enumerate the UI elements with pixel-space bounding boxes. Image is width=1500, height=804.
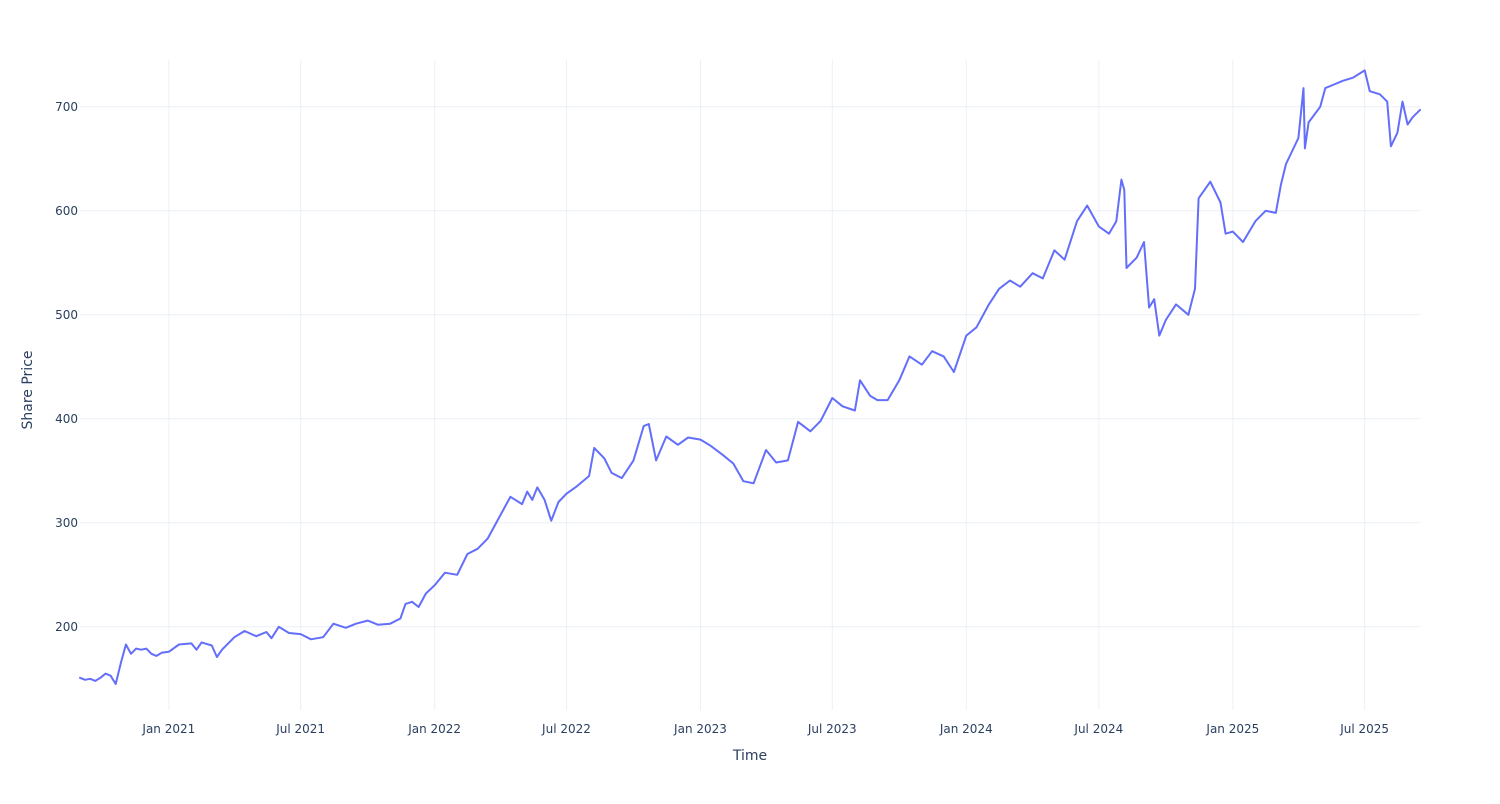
y-tick-label: 600: [55, 204, 78, 218]
y-tick-label: 700: [55, 100, 78, 114]
x-axis-title: Time: [732, 748, 767, 764]
x-tick-label: Jan 2024: [939, 722, 993, 736]
x-tick-label: Jan 2021: [141, 722, 195, 736]
x-tick-label: Jul 2022: [541, 722, 591, 736]
x-tick-label: Jul 2025: [1339, 722, 1389, 736]
y-tick-label: 500: [55, 308, 78, 322]
share-price-line: [79, 69, 1421, 685]
tick-labels: Jan 2021 Jul 2021 Jan 2022 Jul 2022 Jan 2023…: [55, 100, 1389, 736]
x-tick-label: Jan 2025: [1205, 722, 1259, 736]
x-tick-label: Jul 2023: [807, 722, 857, 736]
y-axis-title: Share Price: [20, 350, 36, 429]
x-tick-label: Jul 2021: [275, 722, 325, 736]
series-layer: [79, 69, 1421, 685]
x-tick-label: Jan 2023: [673, 722, 727, 736]
y-tick-label: 300: [55, 516, 78, 530]
y-tick-label: 400: [55, 412, 78, 426]
x-tick-label: Jul 2024: [1073, 722, 1123, 736]
y-tick-label: 200: [55, 620, 78, 634]
x-tick-label: Jan 2022: [407, 722, 461, 736]
gridlines: [80, 60, 1420, 710]
